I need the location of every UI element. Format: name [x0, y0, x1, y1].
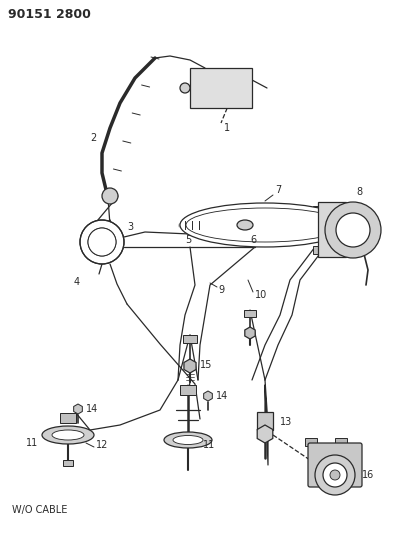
- Ellipse shape: [180, 203, 350, 247]
- Circle shape: [88, 228, 116, 256]
- Circle shape: [80, 220, 124, 264]
- Bar: [63, 460, 73, 466]
- Circle shape: [80, 220, 124, 264]
- Text: 7: 7: [275, 185, 281, 195]
- Circle shape: [325, 202, 381, 258]
- Text: 11: 11: [203, 440, 215, 450]
- Text: 11: 11: [26, 438, 38, 448]
- Text: 6: 6: [250, 235, 256, 245]
- Text: 12: 12: [96, 440, 108, 450]
- Bar: [313, 206, 321, 214]
- Circle shape: [180, 83, 190, 93]
- Text: 2: 2: [90, 133, 96, 143]
- Text: 10: 10: [255, 290, 267, 300]
- Text: 14: 14: [216, 391, 228, 401]
- Ellipse shape: [42, 426, 94, 444]
- Circle shape: [330, 470, 340, 480]
- Bar: [244, 310, 256, 317]
- Bar: [183, 335, 197, 343]
- Circle shape: [102, 188, 118, 204]
- Bar: [318, 202, 346, 257]
- Text: 15: 15: [200, 360, 212, 370]
- Circle shape: [323, 463, 347, 487]
- Text: 3: 3: [127, 222, 133, 232]
- Circle shape: [88, 228, 116, 256]
- Bar: [190, 68, 252, 108]
- Text: W/O CABLE: W/O CABLE: [12, 505, 67, 515]
- Ellipse shape: [237, 220, 253, 230]
- Bar: [180, 385, 196, 395]
- Text: 16: 16: [362, 470, 374, 480]
- Bar: [257, 412, 273, 430]
- Text: 90151 2800: 90151 2800: [8, 7, 91, 20]
- Text: 9: 9: [218, 285, 224, 295]
- Circle shape: [315, 455, 355, 495]
- Ellipse shape: [164, 432, 212, 448]
- Ellipse shape: [186, 208, 344, 242]
- Ellipse shape: [173, 435, 203, 445]
- Text: 5: 5: [185, 235, 191, 245]
- Bar: [305, 438, 317, 446]
- Bar: [335, 438, 347, 446]
- Text: 1: 1: [224, 123, 230, 133]
- Text: 8: 8: [356, 187, 362, 197]
- Ellipse shape: [52, 430, 84, 440]
- Bar: [60, 413, 76, 423]
- Text: 13: 13: [280, 417, 292, 427]
- Text: 14: 14: [86, 404, 98, 414]
- Text: 4: 4: [74, 277, 80, 287]
- Circle shape: [336, 213, 370, 247]
- Bar: [313, 246, 321, 254]
- FancyBboxPatch shape: [308, 443, 362, 487]
